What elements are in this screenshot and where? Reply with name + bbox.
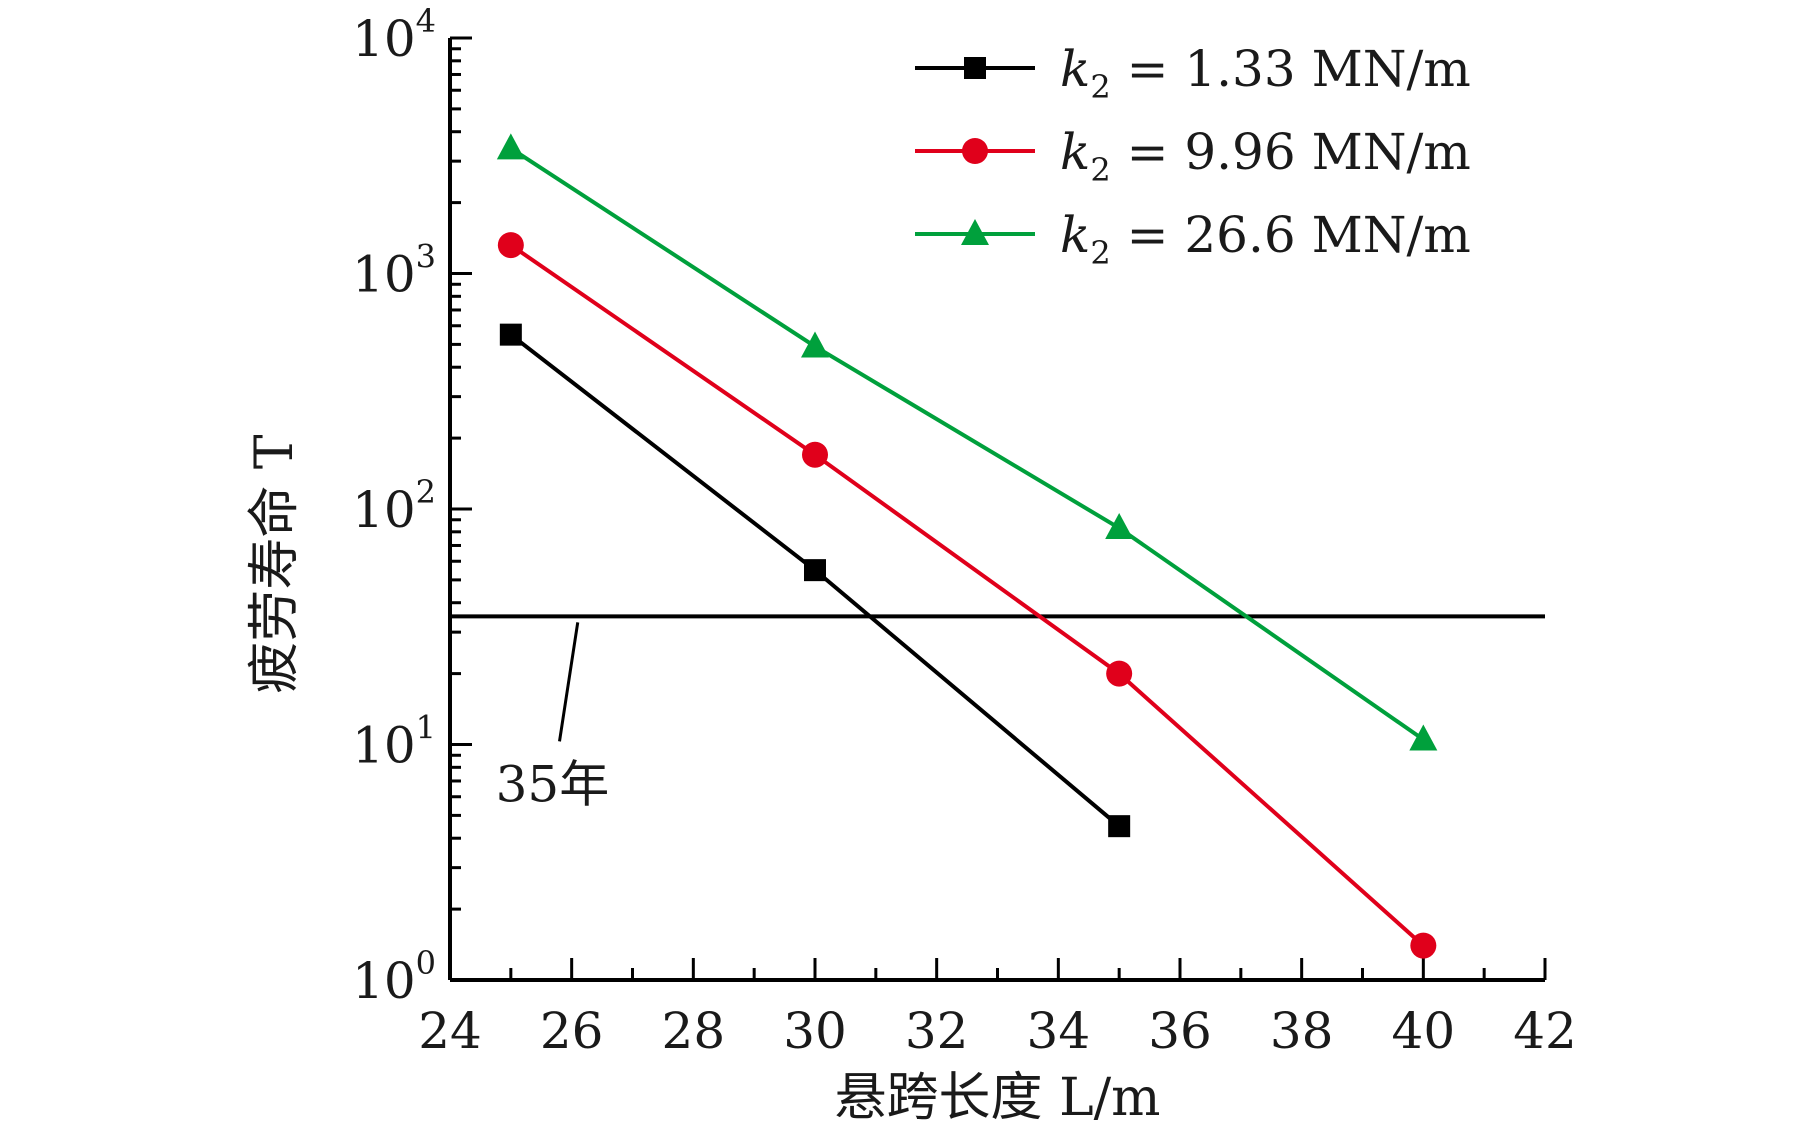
series-line-2 [509,243,1425,948]
data-point-series-3 [1409,724,1438,751]
x-tick-label: 32 [905,1002,969,1060]
x-tick-label: 42 [1513,1002,1577,1060]
legend-marker-1 [964,57,986,79]
reference-leader-line [558,622,580,742]
data-point-series-2 [497,232,524,259]
series-line-3 [509,146,1425,742]
x-tick-label: 36 [1148,1002,1212,1060]
data-point-series-2 [802,441,828,468]
y-axis-label: 疲劳寿命 T [245,434,305,694]
y-tick-label: 100 [352,944,436,1010]
legend-marker-3 [961,219,989,245]
data-point-series-3 [1105,513,1134,540]
x-tick-label: 34 [1027,1002,1091,1060]
legend-label-3: k2 = 26.6 MN/m [1060,206,1471,272]
data-point-series-1 [1108,815,1131,838]
data-point-series-3 [801,331,829,358]
x-axis-label: 悬跨长度 L/m [835,1068,1161,1128]
data-point-series-3 [496,133,525,160]
data-point-series-1 [499,323,522,346]
x-tick-label: 38 [1270,1002,1334,1060]
data-point-series-1 [804,559,826,582]
reference-line-label: 35年 [496,755,610,813]
legend-label-2: k2 = 9.96 MN/m [1060,123,1471,189]
legend-label-1: k2 = 1.33 MN/m [1060,40,1471,106]
y-tick-label: 102 [352,473,436,539]
x-tick-label: 24 [418,1002,482,1060]
y-tick-label: 104 [352,2,436,68]
data-point-series-2 [1410,932,1437,959]
y-tick-label: 103 [352,238,436,304]
x-tick-label: 40 [1392,1002,1456,1060]
x-tick-label: 30 [783,1002,847,1060]
x-tick-label: 26 [540,1002,604,1060]
x-tick-label: 28 [662,1002,726,1060]
y-tick-label: 101 [352,709,436,775]
data-point-series-2 [1106,660,1133,687]
legend-marker-2 [962,138,988,164]
